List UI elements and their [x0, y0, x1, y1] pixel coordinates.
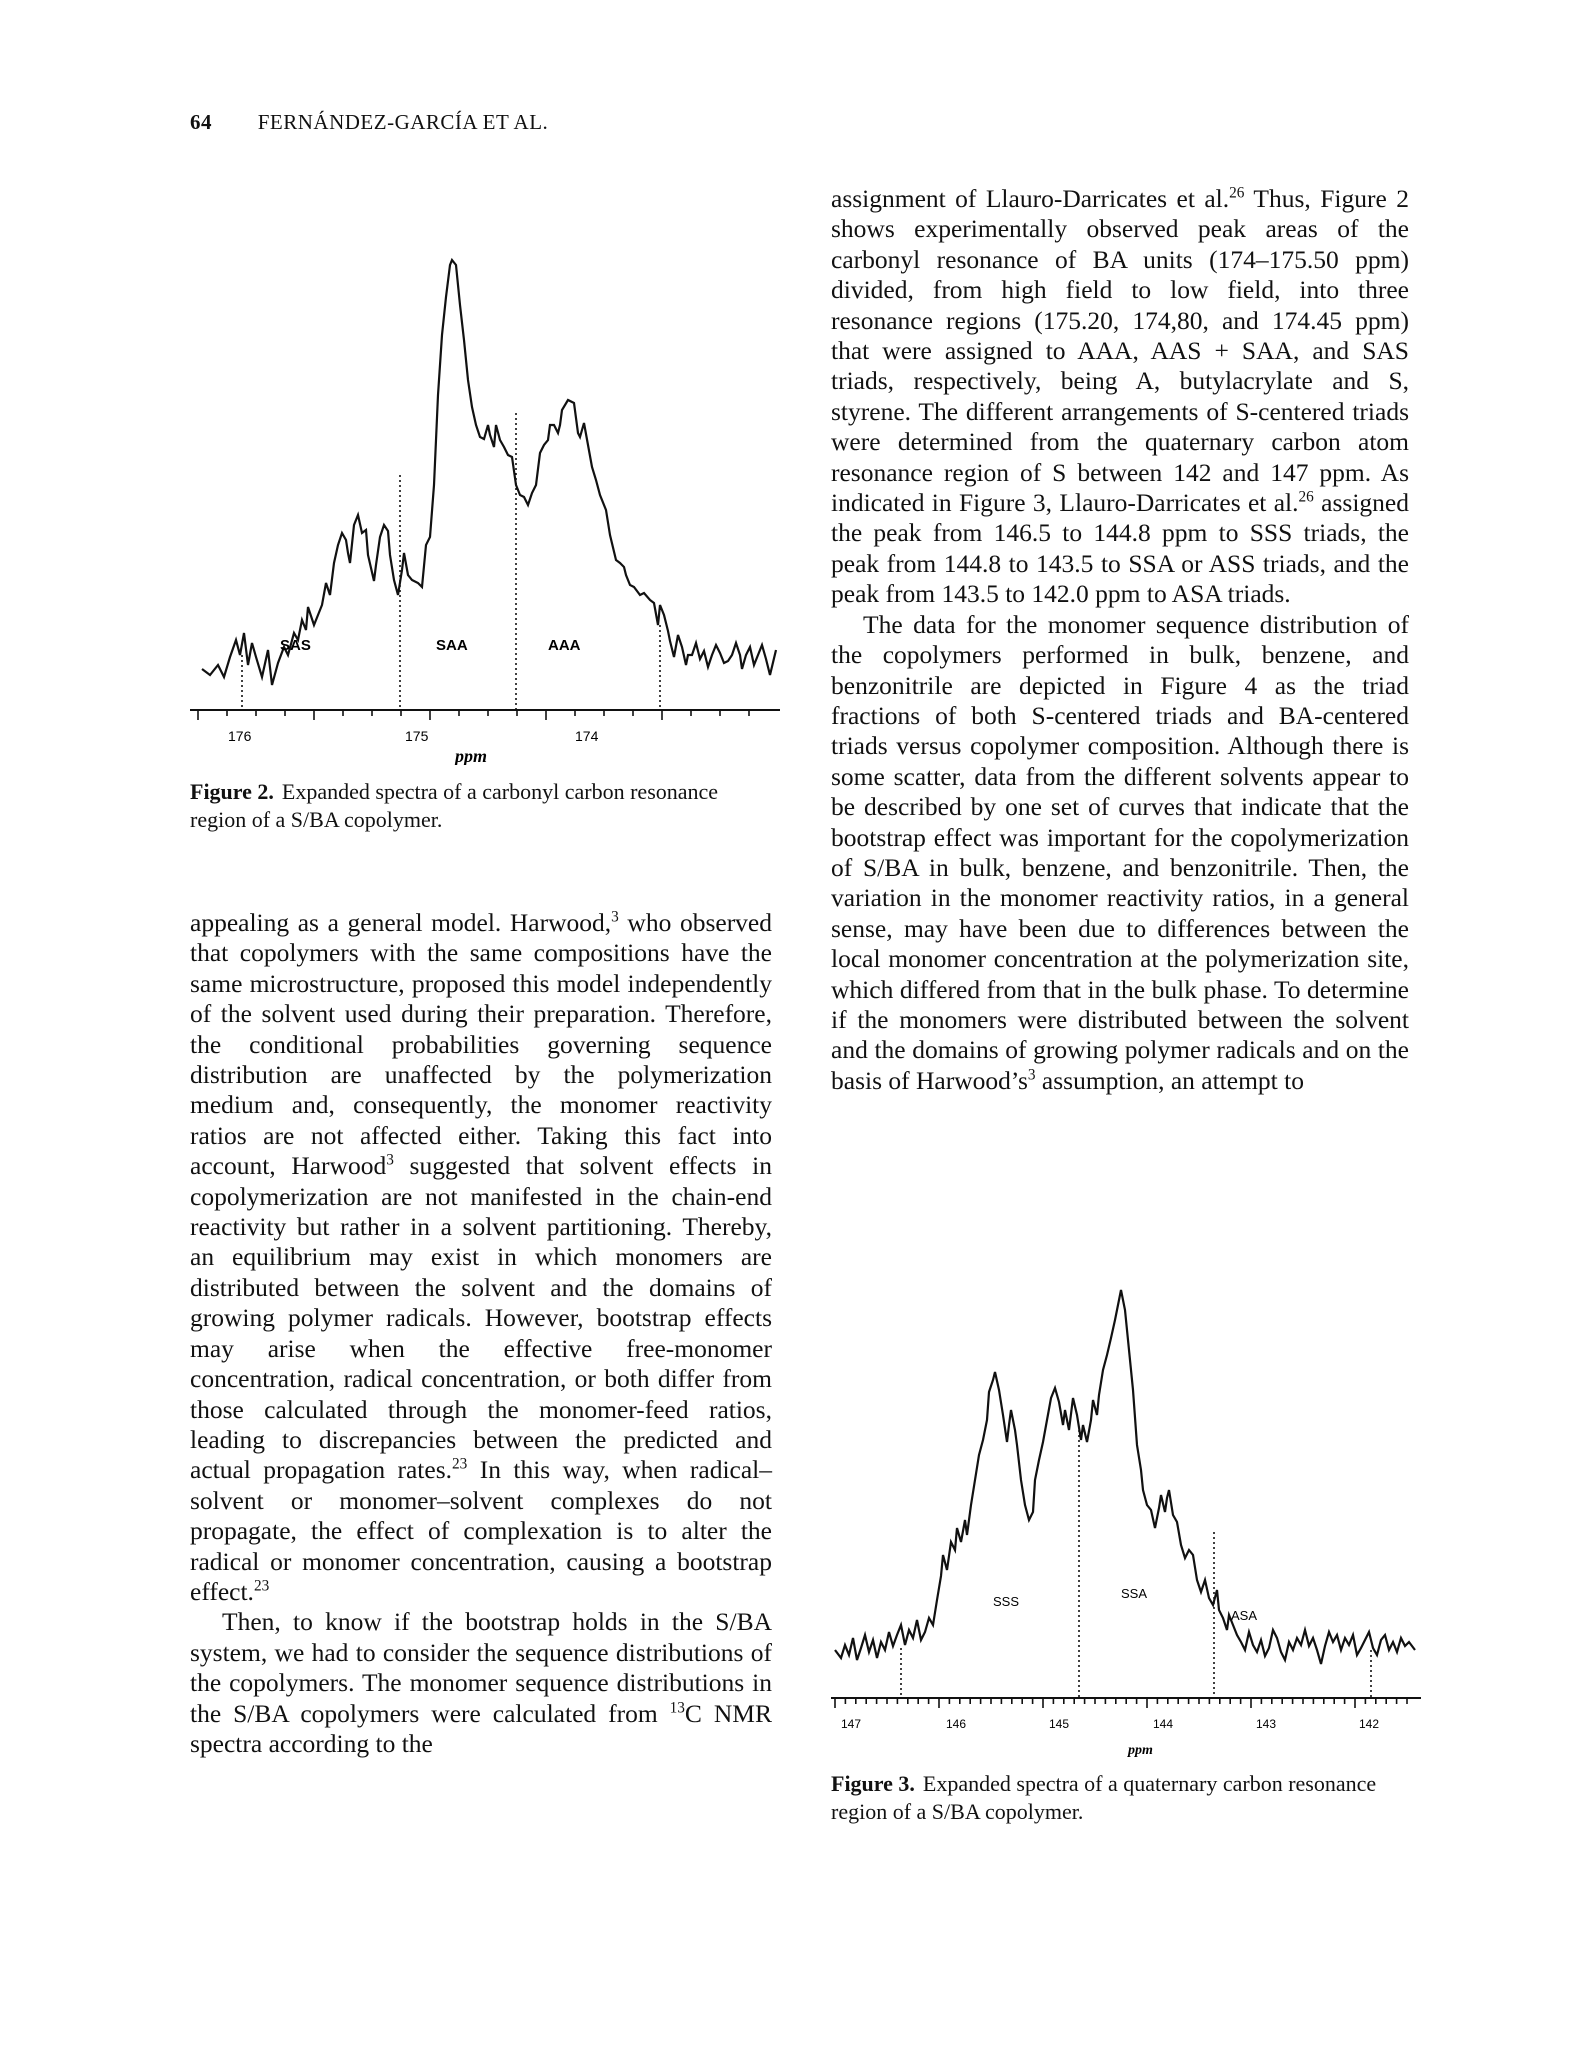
figure-2-caption-label: Figure 2. [190, 779, 274, 804]
figure-2-tick-label-174: 174 [575, 728, 599, 744]
figure-3-tick-label-146: 146 [946, 1717, 966, 1731]
figure-3-tick-label-145: 145 [1049, 1717, 1069, 1731]
reference-superscript: 13 [669, 1699, 685, 1717]
figure-2-axis-label: ppm [453, 746, 487, 765]
reference-superscript: 3 [1027, 1066, 1036, 1084]
figure-3: SSS SSA ASA 147 146 145 144 143 142 ppm [831, 1280, 1421, 1760]
figure-3-dashed-lines [900, 1430, 1372, 1698]
reference-superscript: 26 [1298, 488, 1314, 506]
figure-2-region-label-sas: SAS [280, 637, 311, 654]
figure-2-tick-label-175: 175 [405, 728, 429, 744]
figure-3-caption-text: Expanded spectra of a quaternary carbon … [831, 1771, 1377, 1824]
reference-superscript: 23 [452, 1455, 468, 1473]
reference-superscript: 3 [611, 908, 619, 926]
reference-superscript: 23 [253, 1577, 270, 1595]
figure-3-region-label-ssa: SSA [1121, 1586, 1147, 1601]
figure-3-spectrum: SSS SSA ASA 147 146 145 144 143 142 ppm [831, 1289, 1421, 1758]
figure-2: SAS SAA AAA 176 175 174 ppm [190, 185, 780, 766]
figure-2-tick-label-176: 176 [228, 728, 252, 744]
figure-3-tick-label-143: 143 [1256, 1717, 1276, 1731]
figure-3-region-label-asa: ASA [1231, 1608, 1257, 1623]
reference-superscript: 26 [1229, 184, 1245, 202]
figure-3-axis-ticks [834, 1698, 1408, 1708]
left-paragraph-1: appealing as a general model. Harwood,3 … [190, 908, 773, 1606]
figure-2-spectrum: SAS SAA AAA 176 175 174 ppm [190, 257, 780, 766]
figure-3-tick-label-142: 142 [1359, 1717, 1379, 1731]
right-paragraph-2: The data for the monomer sequence distri… [831, 609, 1409, 1095]
page-number: 64 [190, 110, 212, 134]
figure-3-trace [834, 1289, 1416, 1665]
figure-2-trace [201, 257, 778, 686]
figure-2-caption: Figure 2. Expanded spectra of a carbonyl … [190, 778, 768, 834]
left-paragraph-2: Then, to know if the bootstrap holds in … [190, 1607, 772, 1758]
figure-2-caption-text: Expanded spectra of a carbonyl carbon re… [190, 779, 719, 832]
figure-3-tick-label-147: 147 [841, 1717, 861, 1731]
figure-3-axis-label: ppm [1127, 1743, 1153, 1758]
figure-3-caption: Figure 3. Expanded spectra of a quaternar… [831, 1770, 1409, 1826]
figure-2-dashed-lines [241, 413, 661, 710]
right-paragraph-1: assignment of Llauro-Darricates et al.26… [831, 184, 1409, 609]
running-head-authors: FERNÁNDEZ-GARCÍA ET AL. [257, 110, 549, 134]
left-column: appealing as a general model. Harwood,3 … [190, 908, 772, 1759]
figure-2-region-label-saa: SAA [436, 637, 468, 654]
running-head: 64 FERNÁNDEZ-GARCÍA ET AL. [190, 110, 548, 135]
right-column: assignment of Llauro-Darricates et al.26… [831, 184, 1409, 1096]
reference-superscript: 3 [386, 1151, 394, 1169]
figure-2-region-label-aaa: AAA [548, 637, 581, 654]
figure-2-axis-ticks [197, 710, 750, 720]
figure-3-region-label-sss: SSS [993, 1594, 1019, 1609]
figure-3-caption-label: Figure 3. [831, 1771, 915, 1796]
figure-3-tick-label-144: 144 [1153, 1717, 1173, 1731]
